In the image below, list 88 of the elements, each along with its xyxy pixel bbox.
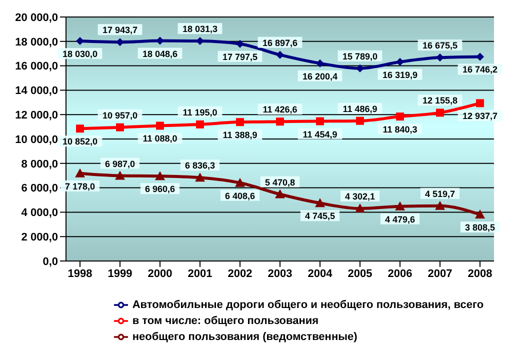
data-label: 11 486,9 xyxy=(342,104,378,114)
data-label: 7 178,0 xyxy=(64,181,96,192)
point xyxy=(115,170,125,180)
data-label: 16 675,5 xyxy=(422,40,458,51)
x-tick-label: 1998 xyxy=(68,268,92,280)
x-tick-label: 2004 xyxy=(308,268,334,280)
data-label: 5 470,8 xyxy=(264,177,296,188)
point xyxy=(475,210,485,219)
data-label: 10 957,0 xyxy=(102,110,138,120)
data-label: 6 836,3 xyxy=(184,160,216,171)
data-label: 11 195,0 xyxy=(182,107,218,118)
data-label: 16 319,9 xyxy=(382,70,418,80)
data-label: 11 388,9 xyxy=(222,130,258,140)
data-label: 10 852,0 xyxy=(62,136,98,147)
point xyxy=(315,198,325,208)
data-label: 18 048,6 xyxy=(142,48,178,59)
data-label: 12 937,7 xyxy=(462,111,498,122)
data-label: 16 897,6 xyxy=(262,38,298,48)
y-tick-label: 10 000,0 xyxy=(15,134,58,146)
point xyxy=(75,168,85,178)
point xyxy=(356,64,364,72)
legend-label: в том числе: общего пользования xyxy=(132,315,319,327)
point xyxy=(76,37,84,46)
point xyxy=(476,52,484,61)
point xyxy=(76,124,84,133)
point xyxy=(236,40,244,48)
y-tick-label: 20 000,0 xyxy=(15,12,58,24)
point xyxy=(436,108,444,117)
point xyxy=(275,189,285,198)
data-label: 6 408,6 xyxy=(224,190,256,201)
data-label: 17 943,7 xyxy=(102,25,138,36)
data-label: 4 479,6 xyxy=(384,214,416,224)
point xyxy=(355,204,365,213)
y-tick-label: 16 000,0 xyxy=(15,60,58,73)
x-tick-label: 2003 xyxy=(268,268,292,280)
data-label: 3 808,5 xyxy=(464,222,496,233)
data-label: 17 797,5 xyxy=(222,52,258,62)
point xyxy=(276,118,284,126)
y-tick-label: 0,0 xyxy=(42,256,58,268)
data-label: 15 789,0 xyxy=(342,51,378,62)
x-tick-label: 1999 xyxy=(108,268,132,280)
x-tick-label: 2007 xyxy=(428,268,452,280)
point xyxy=(316,117,324,126)
y-tick-label: 6 000,0 xyxy=(21,182,58,195)
data-label: 16 200,4 xyxy=(302,71,338,82)
data-label: 4 302,1 xyxy=(344,192,376,202)
data-label: 4 745,5 xyxy=(304,211,336,222)
point xyxy=(395,201,405,210)
data-label: 6 960,6 xyxy=(144,184,176,194)
y-tick-label: 14 000,0 xyxy=(15,85,58,98)
x-tick-label: 2002 xyxy=(228,268,252,280)
data-label: 12 155,8 xyxy=(422,96,458,106)
data-label: 11 454,9 xyxy=(302,129,338,140)
point xyxy=(156,122,164,130)
legend-label: необщего пользования (ведомственные) xyxy=(132,331,358,343)
point xyxy=(196,120,204,128)
x-tick-label: 2000 xyxy=(148,268,172,280)
point xyxy=(396,58,404,66)
point xyxy=(476,99,484,108)
point xyxy=(155,171,165,180)
y-tick-label: 8 000,0 xyxy=(21,158,58,170)
data-label: 18 031,3 xyxy=(182,24,218,34)
point xyxy=(356,116,364,125)
legend-label: Автомобильные дороги общего и необщего пользования, всего xyxy=(132,299,484,311)
data-label: 16 746,2 xyxy=(462,64,498,75)
y-tick-label: 4 000,0 xyxy=(21,207,58,220)
y-tick-label: 18 000,0 xyxy=(15,36,58,48)
data-label: 6 987,0 xyxy=(104,158,136,169)
point xyxy=(116,123,124,132)
point xyxy=(156,36,164,45)
x-tick-label: 2005 xyxy=(348,268,372,280)
y-tick-label: 2 000,0 xyxy=(21,232,58,244)
data-label: 4 519,7 xyxy=(424,188,456,199)
x-tick-label: 2006 xyxy=(388,268,412,280)
data-label: 11 088,0 xyxy=(142,134,178,144)
data-label: 11 840,3 xyxy=(382,124,418,135)
point xyxy=(195,172,205,182)
point xyxy=(435,200,445,210)
point xyxy=(235,178,245,187)
data-label: 11 426,6 xyxy=(262,104,298,115)
point xyxy=(396,112,404,121)
x-tick-label: 2001 xyxy=(188,268,212,280)
y-tick-label: 12 000,0 xyxy=(15,110,58,122)
point xyxy=(276,50,284,59)
point xyxy=(316,59,324,68)
point xyxy=(236,118,244,126)
data-label: 18 030,0 xyxy=(62,49,98,60)
x-tick-label: 2008 xyxy=(468,268,492,280)
